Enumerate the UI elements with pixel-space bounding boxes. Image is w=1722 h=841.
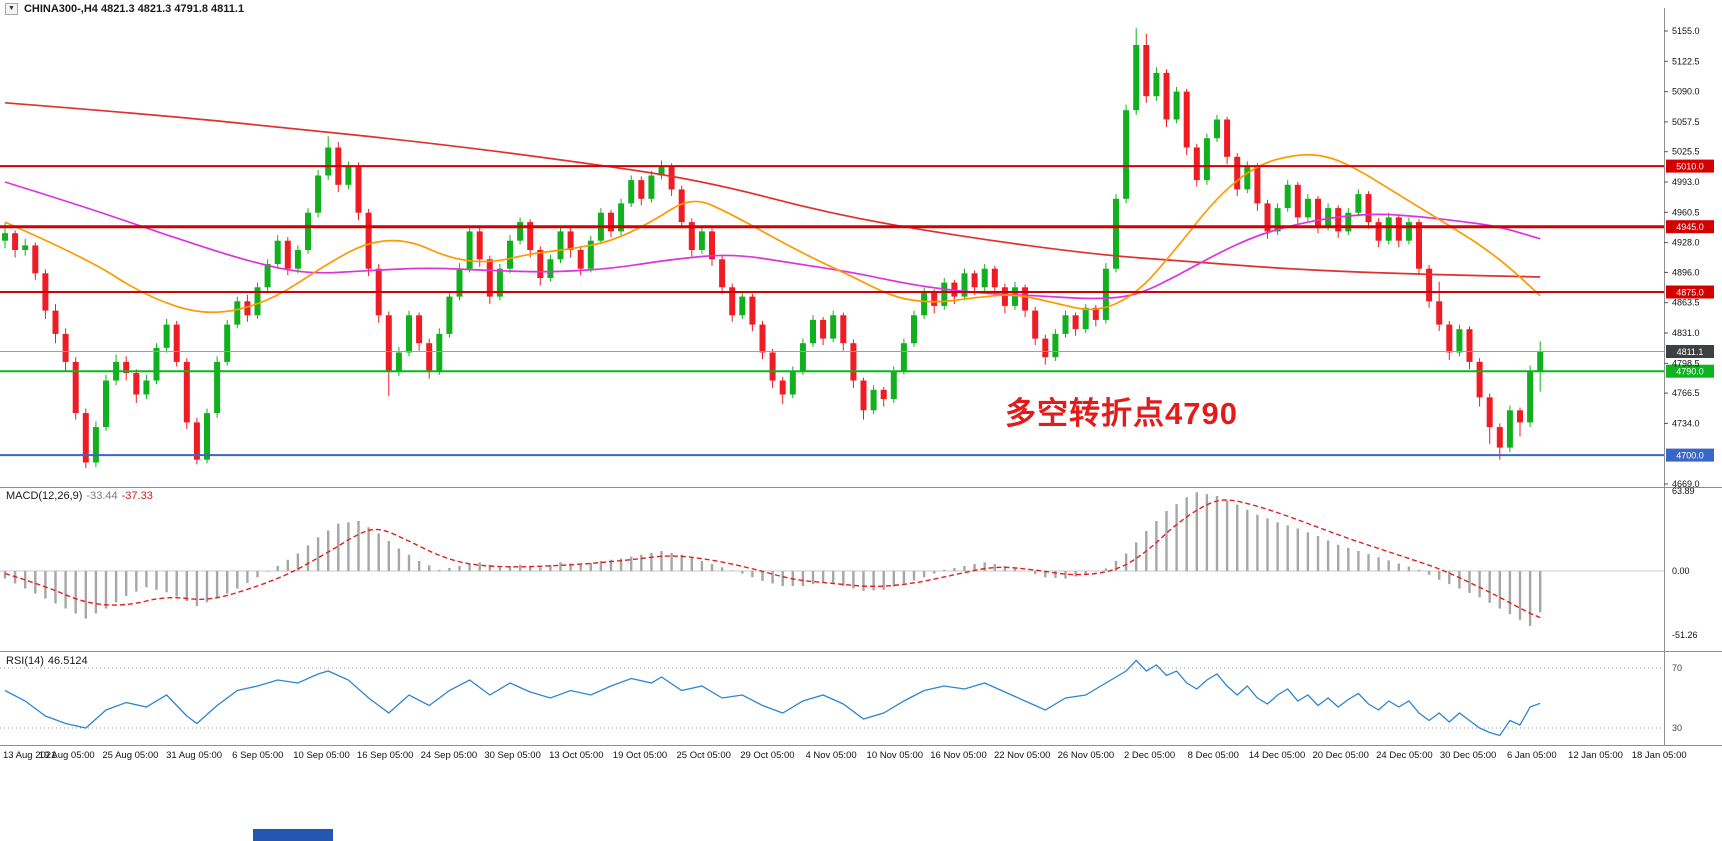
macd-signal-value: -37.33 — [121, 490, 153, 502]
hline-4790.0[interactable]: 4790.0 — [0, 364, 1714, 378]
svg-text:4790.0: 4790.0 — [1676, 367, 1704, 377]
svg-text:4875.0: 4875.0 — [1676, 288, 1704, 298]
time-label: 12 Jan 05:00 — [1568, 750, 1623, 761]
time-label: 18 Jan 05:00 — [1632, 750, 1687, 761]
svg-text:4669.0: 4669.0 — [1672, 479, 1700, 489]
time-label: 2 Dec 05:00 — [1124, 750, 1175, 761]
time-label: 8 Dec 05:00 — [1188, 750, 1239, 761]
svg-text:5057.5: 5057.5 — [1672, 117, 1700, 127]
svg-text:4831.0: 4831.0 — [1672, 328, 1700, 338]
rsi-indicator-label: RSI(14) 46.5124 — [6, 655, 88, 667]
time-label: 14 Dec 05:00 — [1249, 750, 1306, 761]
current-price-line: 4811.1 — [0, 345, 1714, 358]
svg-text:-51.26: -51.26 — [1672, 630, 1698, 640]
hline-4875.0[interactable]: 4875.0 — [0, 285, 1714, 299]
svg-text:63.89: 63.89 — [1672, 486, 1695, 496]
time-label: 13 Aug 2021 — [3, 750, 56, 761]
svg-text:70: 70 — [1672, 663, 1682, 673]
symbol-info-bar: ▼ CHINA300-,H4 4821.3 4821.3 4791.8 4811… — [5, 3, 244, 15]
time-label: 24 Sep 05:00 — [421, 750, 478, 761]
svg-text:4993.0: 4993.0 — [1672, 177, 1700, 187]
time-label: 19 Aug 05:00 — [39, 750, 95, 761]
hline-4945.0[interactable]: 4945.0 — [0, 220, 1714, 234]
hline-4700.0[interactable]: 4700.0 — [0, 448, 1714, 462]
rsi-value: 46.5124 — [47, 655, 88, 667]
price-axis[interactable]: 5155.0 5122.5 5090.0 5057.5 5025.5 4993.0 4960… — [1664, 8, 1700, 745]
svg-text:5122.5: 5122.5 — [1672, 56, 1700, 66]
time-label: 31 Aug 05:00 — [166, 750, 222, 761]
time-label: 29 Oct 05:00 — [740, 750, 794, 761]
slow-red-ma-line — [4, 101, 1541, 278]
macd-indicator-label: MACD(12,26,9) -33.44 -37.33 — [6, 490, 153, 502]
time-label: 30 Sep 05:00 — [484, 750, 541, 761]
macd-histogram — [3, 492, 1542, 626]
time-label: 13 Oct 05:00 — [549, 750, 603, 761]
svg-text:4863.5: 4863.5 — [1672, 298, 1700, 308]
svg-text:5155.0: 5155.0 — [1672, 26, 1700, 36]
svg-text:4960.5: 4960.5 — [1672, 207, 1700, 217]
macd-signal-line — [4, 499, 1541, 619]
svg-text:4928.0: 4928.0 — [1672, 238, 1700, 248]
time-label: 16 Nov 05:00 — [930, 750, 987, 761]
svg-text:5010.0: 5010.0 — [1676, 162, 1704, 172]
time-label: 24 Dec 05:00 — [1376, 750, 1433, 761]
rsi-name: RSI(14) — [6, 655, 44, 667]
symbol-ohlc-info: CHINA300-,H4 4821.3 4821.3 4791.8 4811.1 — [23, 3, 245, 15]
time-label: 4 Nov 05:00 — [805, 750, 856, 761]
svg-text:4896.0: 4896.0 — [1672, 267, 1700, 277]
hline-5010.0[interactable]: 5010.0 — [0, 159, 1714, 173]
svg-text:4700.0: 4700.0 — [1676, 451, 1704, 461]
mid-magenta-ma-line — [4, 181, 1541, 300]
svg-text:4945.0: 4945.0 — [1676, 222, 1704, 232]
time-label: 25 Aug 05:00 — [102, 750, 158, 761]
bottom-bar-fragment — [253, 829, 333, 841]
macd-main-value: -33.44 — [86, 490, 118, 502]
svg-text:4734.0: 4734.0 — [1672, 418, 1700, 428]
svg-text:30: 30 — [1672, 723, 1682, 733]
time-label: 25 Oct 05:00 — [676, 750, 730, 761]
svg-text:0.00: 0.00 — [1672, 566, 1690, 576]
collapse-chart-icon[interactable]: ▼ — [5, 3, 18, 15]
time-label: 19 Oct 05:00 — [613, 750, 667, 761]
svg-text:5025.5: 5025.5 — [1672, 147, 1700, 157]
time-label: 22 Nov 05:00 — [994, 750, 1051, 761]
rsi-panel: 70 30 — [0, 659, 1682, 737]
time-label: 10 Nov 05:00 — [867, 750, 924, 761]
time-label: 20 Dec 05:00 — [1312, 750, 1369, 761]
svg-text:4766.5: 4766.5 — [1672, 388, 1700, 398]
time-label: 6 Sep 05:00 — [232, 750, 283, 761]
chart-annotation-text: 多空转折点4790 — [1005, 396, 1238, 431]
candlestick-series — [2, 28, 1544, 469]
time-label: 16 Sep 05:00 — [357, 750, 414, 761]
macd-panel: 63.89 0.00 -51.26 — [0, 486, 1698, 640]
rsi-line — [4, 659, 1541, 737]
fast-orange-ma-line — [4, 153, 1541, 314]
time-label: 30 Dec 05:00 — [1440, 750, 1497, 761]
svg-text:4798.5: 4798.5 — [1672, 358, 1700, 368]
svg-text:4811.1: 4811.1 — [1677, 347, 1704, 357]
time-label: 26 Nov 05:00 — [1058, 750, 1115, 761]
time-label: 10 Sep 05:00 — [293, 750, 350, 761]
macd-name: MACD(12,26,9) — [6, 490, 83, 502]
svg-text:5090.0: 5090.0 — [1672, 87, 1700, 97]
time-label: 6 Jan 05:00 — [1507, 750, 1557, 761]
